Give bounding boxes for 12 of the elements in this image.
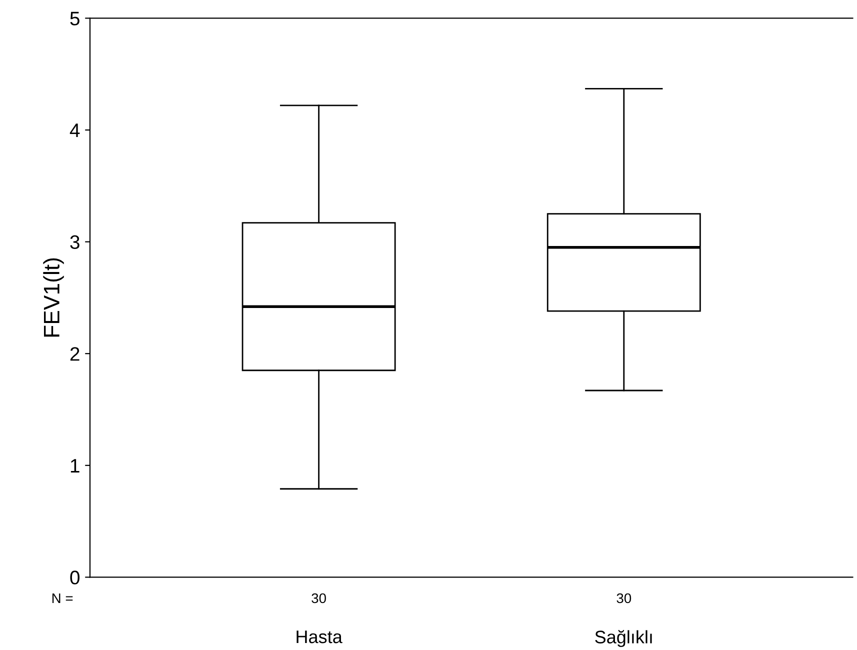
text: N = [52, 593, 73, 604]
y-axis-title: FEV1(lt) [43, 258, 64, 337]
y-tick-label: 0 [70, 570, 80, 584]
y-tick-label: 3 [70, 235, 80, 250]
x-tick-label: Hasta [296, 630, 342, 644]
y-tick-label: 2 [70, 347, 80, 361]
text: 30 [312, 593, 326, 604]
text: 30 [616, 593, 632, 604]
x-tick-label: Sağlıklı [595, 630, 652, 648]
y-tick-label: 1 [70, 459, 80, 472]
y-tick-label: 4 [70, 124, 80, 138]
y-tick-label: 5 [70, 12, 80, 26]
